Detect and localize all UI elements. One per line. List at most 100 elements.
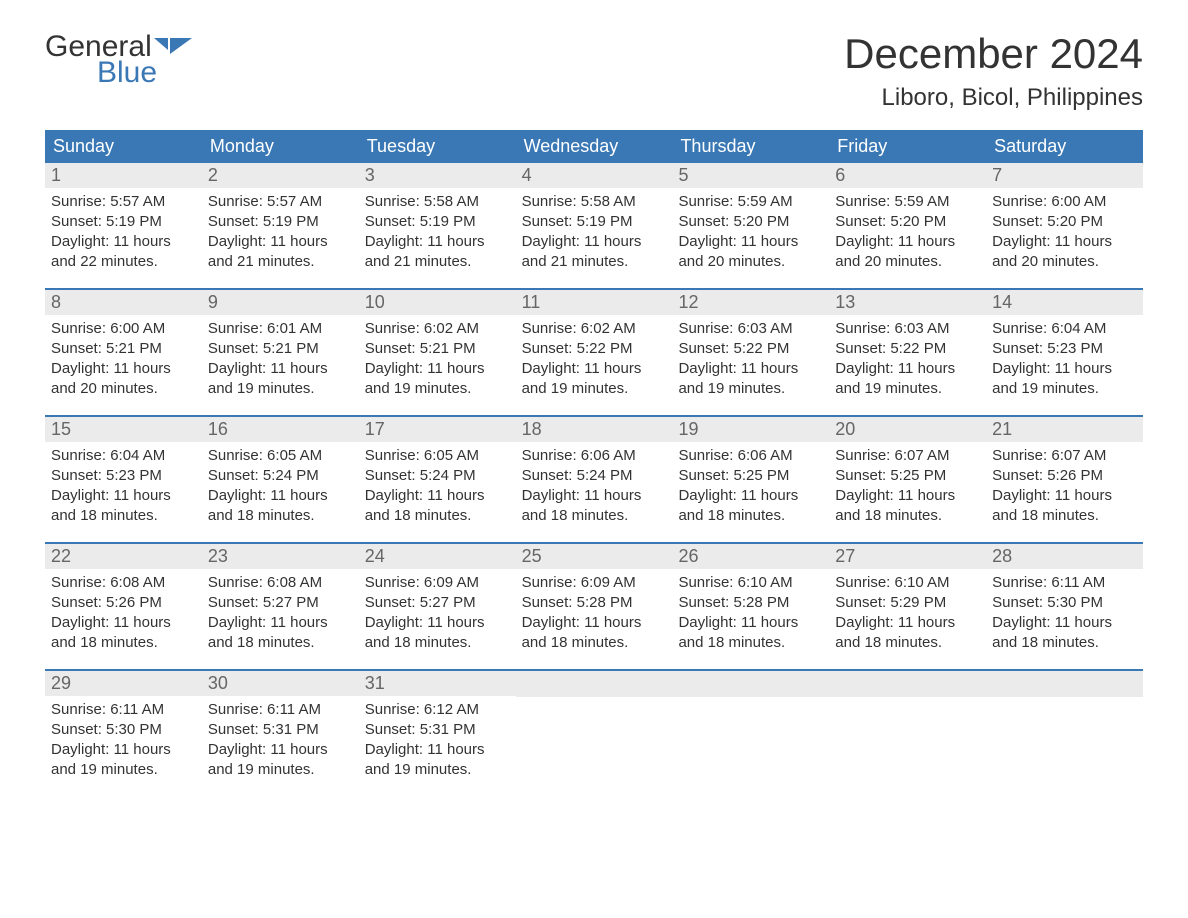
day-detail: Sunrise: 6:11 AMSunset: 5:31 PMDaylight:…	[202, 696, 359, 794]
sunset-text: Sunset: 5:22 PM	[678, 339, 823, 359]
day-number: 25	[516, 544, 673, 569]
daylight-text: Daylight: 11 hours and 18 minutes.	[522, 613, 667, 653]
sunrise-text: Sunrise: 6:07 AM	[992, 446, 1137, 466]
daylight-text: Daylight: 11 hours and 20 minutes.	[678, 232, 823, 272]
day-cell: 12Sunrise: 6:03 AMSunset: 5:22 PMDayligh…	[672, 290, 829, 415]
sunrise-text: Sunrise: 6:06 AM	[522, 446, 667, 466]
sunset-text: Sunset: 5:19 PM	[208, 212, 353, 232]
daylight-text: Daylight: 11 hours and 19 minutes.	[678, 359, 823, 399]
day-header-row: Sunday Monday Tuesday Wednesday Thursday…	[45, 130, 1143, 163]
day-detail: Sunrise: 5:59 AMSunset: 5:20 PMDaylight:…	[829, 188, 986, 286]
day-number	[672, 671, 829, 697]
sunrise-text: Sunrise: 6:10 AM	[678, 573, 823, 593]
sunrise-text: Sunrise: 6:10 AM	[835, 573, 980, 593]
sunrise-text: Sunrise: 6:03 AM	[678, 319, 823, 339]
daylight-text: Daylight: 11 hours and 18 minutes.	[835, 613, 980, 653]
day-number: 11	[516, 290, 673, 315]
day-cell	[672, 671, 829, 796]
sunrise-text: Sunrise: 6:04 AM	[51, 446, 196, 466]
day-detail: Sunrise: 6:06 AMSunset: 5:25 PMDaylight:…	[672, 442, 829, 540]
day-detail: Sunrise: 5:58 AMSunset: 5:19 PMDaylight:…	[359, 188, 516, 286]
sunrise-text: Sunrise: 6:09 AM	[365, 573, 510, 593]
day-number: 18	[516, 417, 673, 442]
day-number: 7	[986, 163, 1143, 188]
sunrise-text: Sunrise: 6:00 AM	[992, 192, 1137, 212]
header: General Blue December 2024 Liboro, Bicol…	[45, 30, 1143, 112]
daylight-text: Daylight: 11 hours and 21 minutes.	[208, 232, 353, 272]
daylight-text: Daylight: 11 hours and 18 minutes.	[208, 613, 353, 653]
sunrise-text: Sunrise: 6:08 AM	[208, 573, 353, 593]
sunrise-text: Sunrise: 6:03 AM	[835, 319, 980, 339]
day-detail: Sunrise: 6:02 AMSunset: 5:22 PMDaylight:…	[516, 315, 673, 413]
daylight-text: Daylight: 11 hours and 19 minutes.	[365, 740, 510, 780]
day-cell: 15Sunrise: 6:04 AMSunset: 5:23 PMDayligh…	[45, 417, 202, 542]
sunrise-text: Sunrise: 6:07 AM	[835, 446, 980, 466]
day-cell: 18Sunrise: 6:06 AMSunset: 5:24 PMDayligh…	[516, 417, 673, 542]
day-cell	[516, 671, 673, 796]
sunset-text: Sunset: 5:22 PM	[522, 339, 667, 359]
day-number: 27	[829, 544, 986, 569]
sunrise-text: Sunrise: 5:59 AM	[678, 192, 823, 212]
day-detail: Sunrise: 6:00 AMSunset: 5:21 PMDaylight:…	[45, 315, 202, 413]
daylight-text: Daylight: 11 hours and 19 minutes.	[208, 740, 353, 780]
sunset-text: Sunset: 5:30 PM	[992, 593, 1137, 613]
day-number: 14	[986, 290, 1143, 315]
day-cell	[829, 671, 986, 796]
month-title: December 2024	[844, 30, 1143, 78]
sunrise-text: Sunrise: 6:02 AM	[522, 319, 667, 339]
daylight-text: Daylight: 11 hours and 19 minutes.	[51, 740, 196, 780]
day-number: 9	[202, 290, 359, 315]
day-number: 20	[829, 417, 986, 442]
day-cell: 19Sunrise: 6:06 AMSunset: 5:25 PMDayligh…	[672, 417, 829, 542]
day-detail: Sunrise: 6:12 AMSunset: 5:31 PMDaylight:…	[359, 696, 516, 794]
logo-word-blue: Blue	[97, 56, 194, 90]
daylight-text: Daylight: 11 hours and 18 minutes.	[992, 613, 1137, 653]
sunset-text: Sunset: 5:21 PM	[365, 339, 510, 359]
day-number: 31	[359, 671, 516, 696]
sunset-text: Sunset: 5:25 PM	[678, 466, 823, 486]
sunrise-text: Sunrise: 6:01 AM	[208, 319, 353, 339]
day-cell	[986, 671, 1143, 796]
day-cell: 6Sunrise: 5:59 AMSunset: 5:20 PMDaylight…	[829, 163, 986, 288]
day-detail: Sunrise: 6:01 AMSunset: 5:21 PMDaylight:…	[202, 315, 359, 413]
sunset-text: Sunset: 5:28 PM	[522, 593, 667, 613]
day-cell: 24Sunrise: 6:09 AMSunset: 5:27 PMDayligh…	[359, 544, 516, 669]
day-number: 10	[359, 290, 516, 315]
day-cell: 28Sunrise: 6:11 AMSunset: 5:30 PMDayligh…	[986, 544, 1143, 669]
day-number: 4	[516, 163, 673, 188]
sunrise-text: Sunrise: 6:00 AM	[51, 319, 196, 339]
day-header: Tuesday	[359, 130, 516, 163]
day-detail: Sunrise: 6:09 AMSunset: 5:27 PMDaylight:…	[359, 569, 516, 667]
day-cell: 7Sunrise: 6:00 AMSunset: 5:20 PMDaylight…	[986, 163, 1143, 288]
week-row: 29Sunrise: 6:11 AMSunset: 5:30 PMDayligh…	[45, 669, 1143, 796]
day-number: 29	[45, 671, 202, 696]
sunset-text: Sunset: 5:24 PM	[365, 466, 510, 486]
daylight-text: Daylight: 11 hours and 20 minutes.	[51, 359, 196, 399]
day-cell: 5Sunrise: 5:59 AMSunset: 5:20 PMDaylight…	[672, 163, 829, 288]
sunset-text: Sunset: 5:26 PM	[51, 593, 196, 613]
sunrise-text: Sunrise: 5:58 AM	[365, 192, 510, 212]
day-detail: Sunrise: 6:08 AMSunset: 5:27 PMDaylight:…	[202, 569, 359, 667]
day-detail: Sunrise: 6:04 AMSunset: 5:23 PMDaylight:…	[45, 442, 202, 540]
sunset-text: Sunset: 5:31 PM	[208, 720, 353, 740]
day-detail: Sunrise: 5:57 AMSunset: 5:19 PMDaylight:…	[45, 188, 202, 286]
day-number: 22	[45, 544, 202, 569]
day-cell: 26Sunrise: 6:10 AMSunset: 5:28 PMDayligh…	[672, 544, 829, 669]
day-header: Wednesday	[516, 130, 673, 163]
day-header: Saturday	[986, 130, 1143, 163]
day-cell: 30Sunrise: 6:11 AMSunset: 5:31 PMDayligh…	[202, 671, 359, 796]
sunrise-text: Sunrise: 6:05 AM	[208, 446, 353, 466]
sunset-text: Sunset: 5:23 PM	[992, 339, 1137, 359]
sunset-text: Sunset: 5:29 PM	[835, 593, 980, 613]
day-detail: Sunrise: 6:09 AMSunset: 5:28 PMDaylight:…	[516, 569, 673, 667]
daylight-text: Daylight: 11 hours and 18 minutes.	[51, 486, 196, 526]
daylight-text: Daylight: 11 hours and 18 minutes.	[678, 613, 823, 653]
day-cell: 23Sunrise: 6:08 AMSunset: 5:27 PMDayligh…	[202, 544, 359, 669]
sunset-text: Sunset: 5:27 PM	[208, 593, 353, 613]
sunset-text: Sunset: 5:21 PM	[208, 339, 353, 359]
day-cell: 22Sunrise: 6:08 AMSunset: 5:26 PMDayligh…	[45, 544, 202, 669]
day-number: 24	[359, 544, 516, 569]
day-detail: Sunrise: 6:10 AMSunset: 5:29 PMDaylight:…	[829, 569, 986, 667]
daylight-text: Daylight: 11 hours and 18 minutes.	[835, 486, 980, 526]
daylight-text: Daylight: 11 hours and 18 minutes.	[365, 613, 510, 653]
